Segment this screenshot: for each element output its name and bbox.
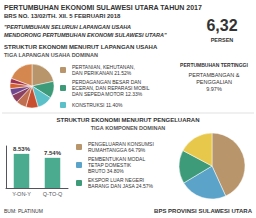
svg-text:MENDORONG PERTUMBUHAN EKONOMI: MENDORONG PERTUMBUHAN EKONOMI SULAWESI U…	[4, 32, 167, 38]
svg-text:PERSEN: PERSEN	[211, 37, 234, 43]
svg-text:BRUTO 34.80%: BRUTO 34.80%	[88, 168, 124, 174]
svg-text:EKSPOR LUAR NEGERI: EKSPOR LUAR NEGERI	[88, 177, 145, 183]
svg-text:BPS PROVINSI SULAWESI UTARA: BPS PROVINSI SULAWESI UTARA	[154, 208, 253, 214]
svg-text:ECERAN, DAN REPARASI MOBIL: ECERAN, DAN REPARASI MOBIL	[72, 85, 150, 91]
svg-text:Q-TO-Q: Q-TO-Q	[43, 191, 63, 197]
svg-text:PERTUMBUHAN TERTINGGI: PERTUMBUHAN TERTINGGI	[180, 62, 248, 68]
svg-text:PENGGALIAN: PENGGALIAN	[196, 79, 232, 85]
svg-text:TETAP DOMESTIK: TETAP DOMESTIK	[88, 162, 132, 168]
svg-text:KONSTRUKSI 11.40%: KONSTRUKSI 11.40%	[72, 102, 123, 108]
svg-text:6,32: 6,32	[206, 17, 237, 34]
svg-text:PERTANIAN, KEHUTANAN,: PERTANIAN, KEHUTANAN,	[72, 64, 135, 70]
svg-text:PERTAMBANGAN &: PERTAMBANGAN &	[189, 72, 240, 78]
svg-text:TIGA LAPANGAN USAHA DOMINAN: TIGA LAPANGAN USAHA DOMINAN	[4, 52, 98, 58]
svg-text:PERTUMBUHAN EKONOMI SULAWESI U: PERTUMBUHAN EKONOMI SULAWESI UTARA TAHUN…	[4, 4, 202, 11]
svg-text:STRUKTUR EKONOMI MENURUT LAPAN: STRUKTUR EKONOMI MENURUT LAPANGAN USAHA	[4, 44, 158, 50]
svg-text:7.54%: 7.54%	[44, 150, 62, 156]
svg-text:RUMAHTANGGA 64.79%: RUMAHTANGGA 64.79%	[88, 147, 146, 153]
svg-text:TIGA KOMPONEN DOMINAN: TIGA KOMPONEN DOMINAN	[91, 125, 166, 131]
svg-text:"PERTUMBUHAN SELURUH LAPANGAN: "PERTUMBUHAN SELURUH LAPANGAN USAHA	[4, 24, 131, 30]
svg-text:Y-ON-Y: Y-ON-Y	[12, 191, 31, 197]
svg-text:PEMBENTUKAN MODAL: PEMBENTUKAN MODAL	[88, 156, 146, 162]
svg-text:STRUKTUR EKONOMI MENURUT PENGE: STRUKTUR EKONOMI MENURUT PENGELUARAN	[57, 117, 200, 123]
svg-text:BARANG DAN JASA 24.57%: BARANG DAN JASA 24.57%	[88, 183, 154, 189]
svg-text:DAN PERIKANAN 21.52%: DAN PERIKANAN 21.52%	[72, 70, 132, 76]
svg-text:BRS NO. 13/02/TH. XII. 5 FEBRU: BRS NO. 13/02/TH. XII. 5 FEBRUARI 2018	[4, 13, 121, 19]
svg-text:DAN SEPEDA MOTOR 12.33%: DAN SEPEDA MOTOR 12.33%	[72, 91, 143, 97]
svg-text:8.53%: 8.53%	[13, 146, 31, 152]
svg-text:9.97%: 9.97%	[206, 86, 222, 92]
svg-text:PERDAGANGAN BESAR DAN: PERDAGANGAN BESAR DAN	[72, 79, 142, 85]
svg-text:PENGELUARAN KONSUMSI: PENGELUARAN KONSUMSI	[88, 141, 154, 147]
svg-text:BUM: PLATINUM: BUM: PLATINUM	[4, 208, 43, 214]
